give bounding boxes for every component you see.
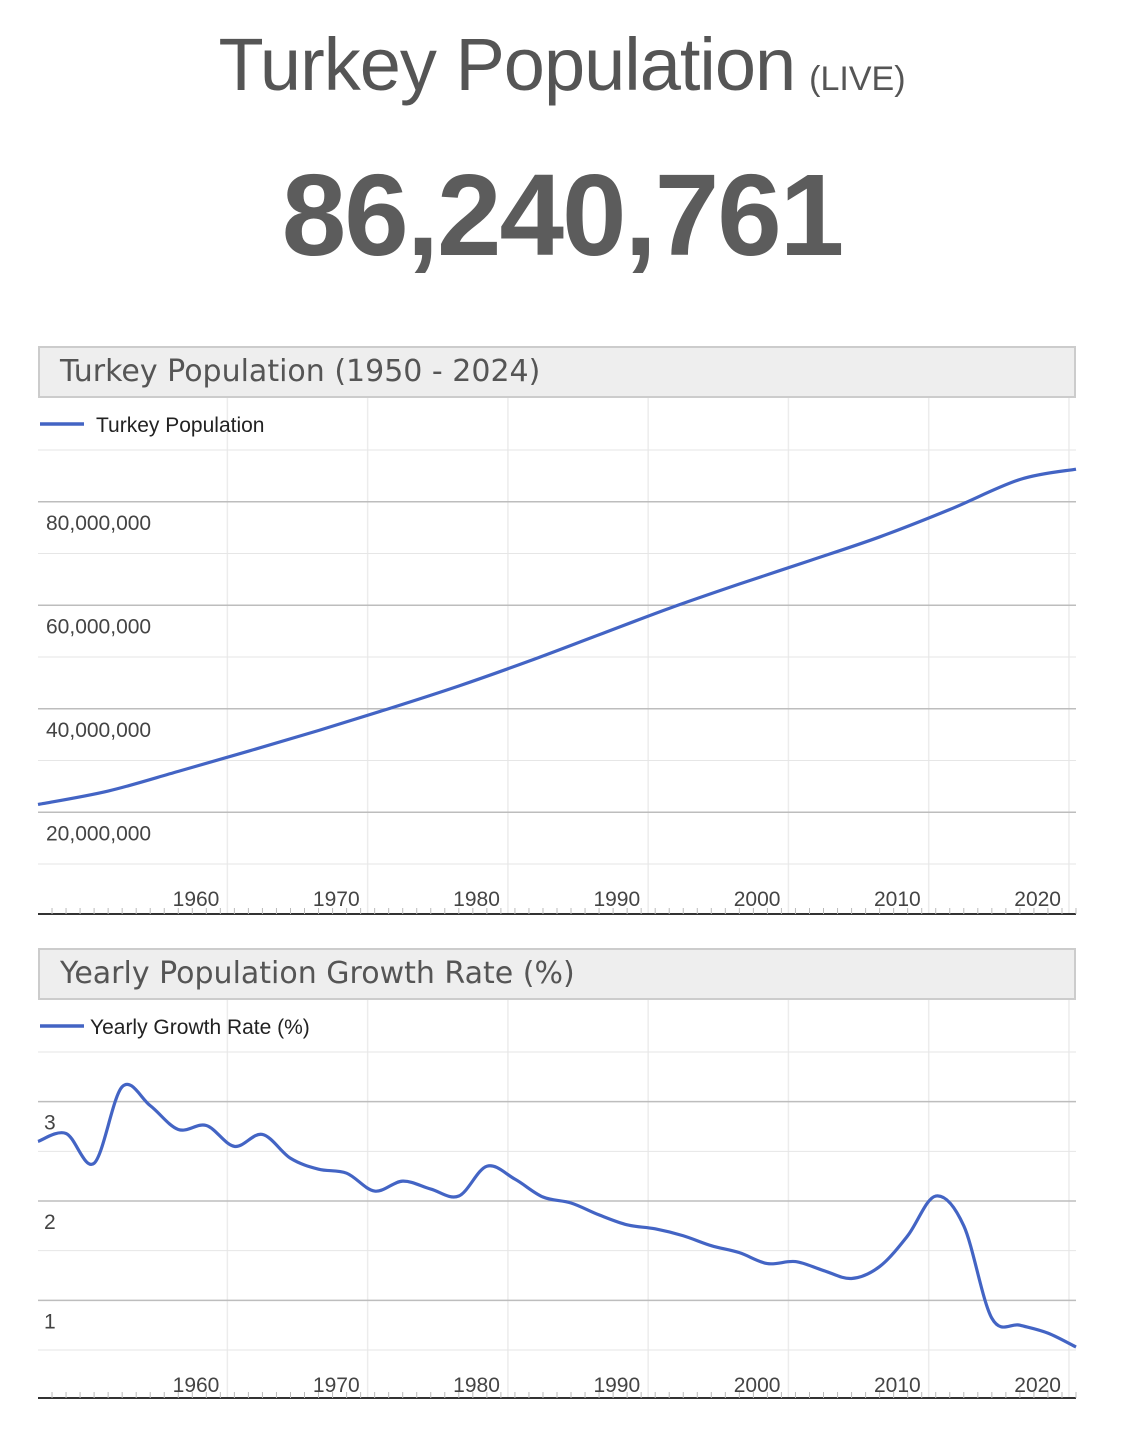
x-tick-label: 1970 [313,1374,360,1397]
x-tick-label: 2020 [1014,888,1061,911]
population-chart: 20,000,000 40,000,000 60,000,000 80,000,000… [37,398,1077,915]
x-tick-label: 2010 [874,1374,921,1397]
y-tick-label: 2 [44,1211,56,1234]
growth-rate-chart: 1 2 3 1960 1970 1980 1990 2000 2010 2020 Yearly Gr… [37,1000,1077,1399]
live-label: (LIVE) [809,60,906,98]
x-tick-label: 1990 [593,888,640,911]
x-tick-label: 1990 [593,1374,640,1397]
x-tick-label: 1980 [453,888,500,911]
y-tick-label: 80,000,000 [46,512,151,535]
page-title-text: Turkey Population [218,23,796,106]
x-tick-label: 1960 [173,888,220,911]
series-line [37,467,1077,807]
page-title: Turkey Population (LIVE) [0,22,1124,122]
x-tick-label: 2020 [1014,1374,1061,1397]
x-tick-label: 2000 [734,1374,781,1397]
y-tick-label: 40,000,000 [46,719,151,742]
y-tick-label: 1 [44,1310,56,1333]
y-tick-label: 3 [44,1112,56,1135]
y-tick-label: 20,000,000 [46,822,151,845]
x-tick-label: 1980 [453,1374,500,1397]
y-tick-label: 60,000,000 [46,615,151,638]
chart-title-population: Turkey Population (1950 - 2024) [38,346,1076,398]
chart-title-growth: Yearly Population Growth Rate (%) [38,948,1076,1000]
legend-label: Turkey Population [96,414,264,437]
legend-label: Yearly Growth Rate (%) [90,1016,310,1039]
series-line [37,1082,1077,1349]
x-tick-label: 1970 [313,888,360,911]
x-tick-label: 2000 [734,888,781,911]
population-counter: 86,240,761 [281,150,845,280]
x-tick-label: 2010 [874,888,921,911]
x-tick-label: 1960 [173,1374,220,1397]
